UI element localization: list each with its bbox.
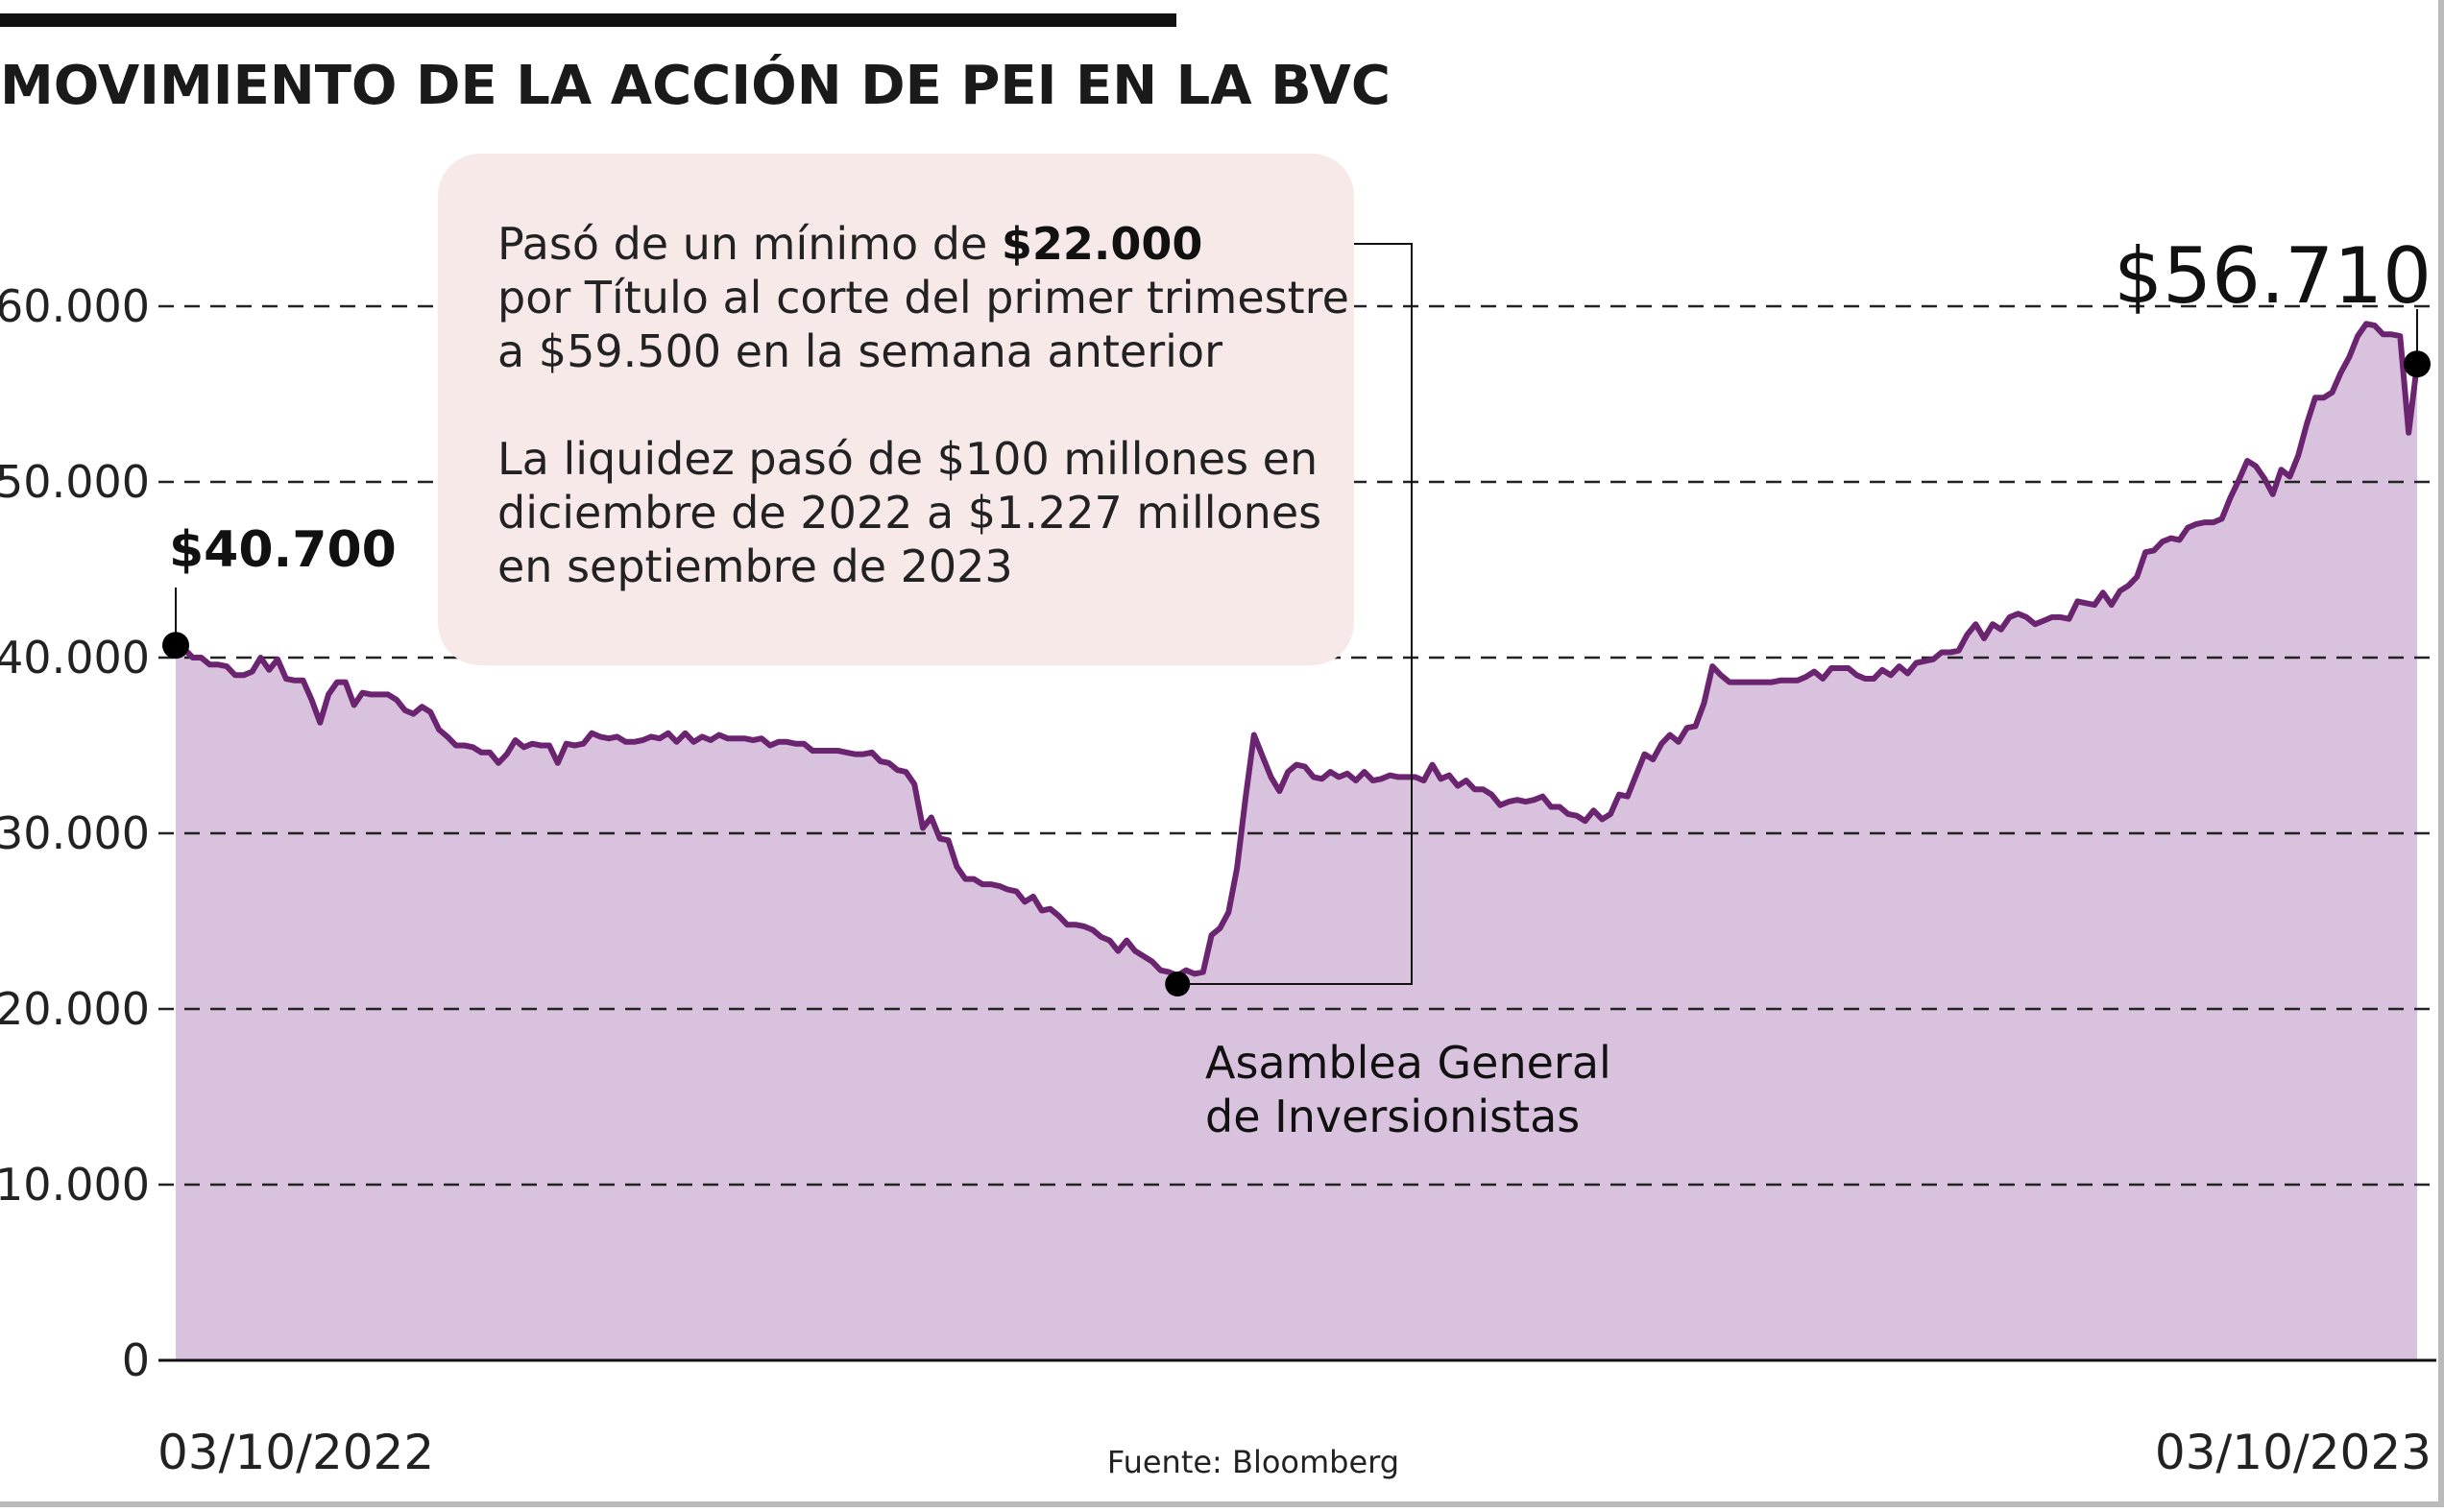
area-layer xyxy=(176,324,2417,1360)
y-tick-label: $10.000 xyxy=(0,1159,150,1211)
y-tick-label: $40.000 xyxy=(0,632,150,684)
x-tick-end: 03/10/2023 xyxy=(2155,1425,2432,1480)
note1-line3: a $59.500 en la semana anterior xyxy=(497,325,1222,377)
price-line xyxy=(174,321,2420,979)
source-label: Fuente: Bloomberg xyxy=(1107,1444,1399,1480)
start-value-marker xyxy=(162,632,189,660)
minimum-marker xyxy=(1165,972,1191,996)
event-label-line2: de Inversionistas xyxy=(1205,1091,1580,1142)
note2-line1: La liquidez pasó de $100 millones en xyxy=(497,433,1319,485)
y-tick-label: $30.000 xyxy=(0,807,150,859)
title-rule xyxy=(0,13,1176,27)
start-value-label: $40.700 xyxy=(169,521,397,579)
y-axis-ticks: 0 $10.000 $20.000 $30.000 $40.000 $50.000 $60.… xyxy=(0,280,150,1386)
end-value-label: $56.710 xyxy=(2114,231,2432,321)
note2-line3: en septiembre de 2023 xyxy=(497,540,1013,592)
note2-line2: diciembre de 2022 a $1.227 millones xyxy=(497,487,1322,539)
y-tick-label: $60.000 xyxy=(0,280,150,332)
y-tick-label: $20.000 xyxy=(0,983,150,1035)
x-tick-start: 03/10/2022 xyxy=(157,1425,434,1480)
grid-layer xyxy=(158,304,2436,1187)
note-box xyxy=(438,154,1354,665)
price-area xyxy=(176,324,2417,1360)
note1-line2: por Título al corte del primer trimestre xyxy=(497,272,1349,324)
event-label-line1: Asamblea General xyxy=(1205,1037,1611,1089)
note1-line1: Pasó de un mínimo de $22.000 xyxy=(497,217,1202,271)
right-border xyxy=(2438,0,2444,1507)
note1-pre: Pasó de un mínimo de xyxy=(497,218,1002,270)
y-tick-label: 0 xyxy=(122,1334,150,1386)
chart-title: MOVIMIENTO DE LA ACCIÓN DE PEI EN LA BVC xyxy=(0,55,1391,117)
end-value-marker xyxy=(2404,350,2431,378)
bottom-border xyxy=(0,1501,2444,1507)
y-tick-label: $50.000 xyxy=(0,456,150,508)
note1-bold: $22.000 xyxy=(1001,218,1203,270)
line-layer xyxy=(174,321,2420,979)
